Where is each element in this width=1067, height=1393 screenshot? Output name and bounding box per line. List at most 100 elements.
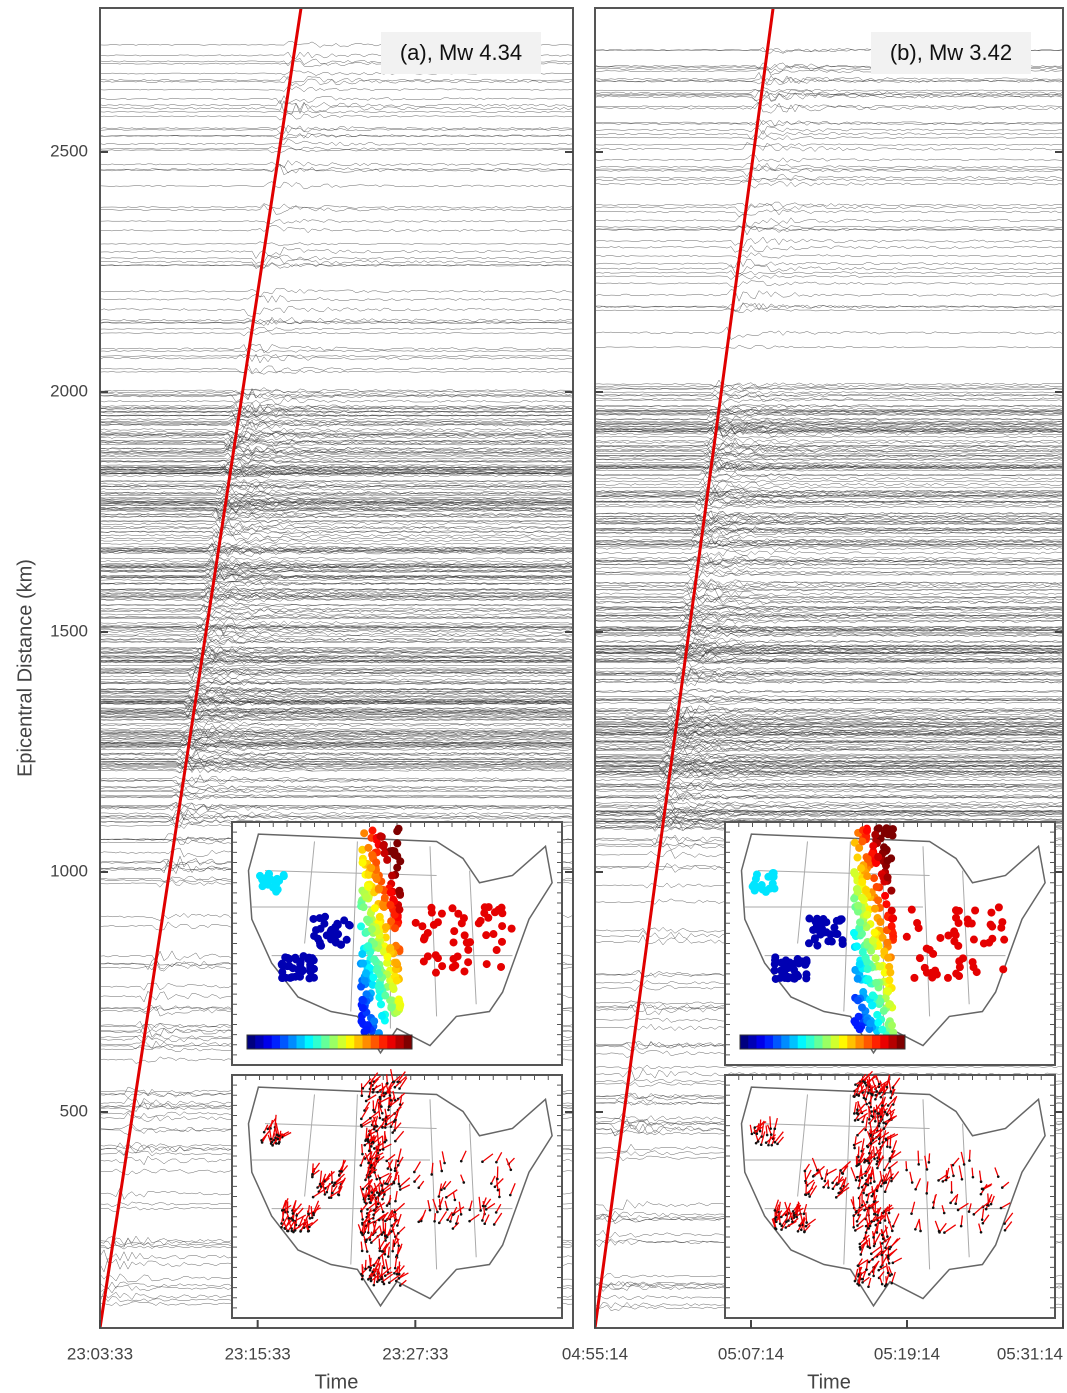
station-dot [827, 930, 835, 938]
waveform [595, 550, 1063, 558]
station-dot [885, 1122, 888, 1125]
y-tick-label: 500 [60, 1101, 88, 1120]
station-dot [883, 1169, 886, 1172]
station-dot [853, 1144, 856, 1147]
station-dot [797, 1230, 800, 1233]
colorbar-cell [814, 1035, 823, 1049]
station-dot [375, 981, 383, 989]
station-dot [446, 1219, 449, 1222]
colorbar-cell [363, 1035, 372, 1049]
station-dot [762, 888, 770, 896]
station-dot [841, 1172, 844, 1175]
station-dot [813, 942, 821, 950]
station-dot [395, 997, 403, 1005]
station-dot [773, 1127, 776, 1130]
motion-arrow [869, 1238, 870, 1248]
station-dot [919, 1230, 922, 1233]
station-dot [821, 1177, 824, 1180]
waveform [595, 166, 1063, 177]
station-dot [876, 963, 884, 971]
station-dot [373, 1284, 376, 1287]
station-dot [772, 975, 780, 983]
waveform [100, 483, 572, 491]
station-dot [890, 1090, 893, 1093]
station-dot [450, 938, 458, 946]
station-dot [396, 1254, 399, 1257]
station-dot [954, 942, 962, 950]
station-dot [878, 1092, 881, 1095]
station-dot [381, 1112, 384, 1115]
station-dot [855, 1211, 858, 1214]
motion-arrow [332, 1171, 333, 1183]
station-dot [373, 1147, 376, 1150]
station-dot [451, 962, 459, 970]
station-dot [794, 955, 802, 963]
station-dot [780, 1216, 783, 1219]
waveform [595, 434, 1063, 439]
station-dot [883, 824, 891, 832]
motion-arrow [366, 1128, 367, 1140]
station-dot [345, 921, 353, 929]
station-dot [884, 1190, 887, 1193]
station-dot [932, 1206, 935, 1209]
station-dot [361, 1278, 364, 1281]
station-dot [389, 1094, 392, 1097]
motion-arrow [890, 1135, 891, 1148]
station-dot [981, 1218, 984, 1221]
station-dot [943, 1212, 946, 1215]
station-dot [331, 1192, 334, 1195]
station-dot [390, 1125, 393, 1128]
station-dot [449, 1220, 452, 1223]
station-dot [754, 1126, 757, 1129]
station-dot [863, 911, 871, 919]
station-dot [857, 1118, 860, 1121]
station-dot [388, 872, 396, 880]
waveform [595, 498, 1063, 504]
station-dot [385, 1123, 388, 1126]
station-dot [365, 1100, 368, 1103]
station-dot [385, 1160, 388, 1163]
station-dot [452, 1227, 455, 1230]
station-dot [432, 969, 440, 977]
station-dot [388, 1202, 391, 1205]
station-dot [360, 829, 368, 837]
station-dot [493, 1223, 496, 1226]
station-dot [299, 1230, 302, 1233]
station-dot [874, 1094, 877, 1097]
station-dot [316, 1186, 319, 1189]
station-dot [791, 1221, 794, 1224]
station-dot [399, 1185, 402, 1188]
waveform [100, 111, 572, 114]
station-dot [398, 1087, 401, 1090]
station-dot [770, 873, 778, 881]
station-dot [854, 975, 862, 983]
station-dot [854, 1229, 857, 1232]
colorbar-cell [765, 1035, 774, 1049]
station-dot [884, 1111, 887, 1114]
station-dot [856, 1224, 859, 1227]
station-dot [390, 1099, 393, 1102]
station-dot [291, 1230, 294, 1233]
station-dot [870, 1177, 873, 1180]
station-dot [361, 1094, 364, 1097]
station-dot [386, 1082, 389, 1085]
station-dot [364, 844, 372, 852]
colorbar-cell [889, 1035, 898, 1049]
station-dot [362, 1087, 365, 1090]
station-dot [973, 968, 981, 976]
station-dot [433, 1220, 436, 1223]
station-dot [394, 1169, 397, 1172]
station-dot [376, 1091, 379, 1094]
station-dot [421, 933, 429, 941]
station-dot [869, 991, 877, 999]
station-dot [859, 1246, 862, 1249]
station-dot [394, 1200, 397, 1203]
station-dot [448, 904, 456, 912]
station-dot [950, 1191, 953, 1194]
station-dot [363, 1109, 366, 1112]
station-dot [854, 1280, 857, 1283]
waveform [595, 736, 1063, 740]
station-dot [997, 1175, 1000, 1178]
station-dot [960, 1225, 963, 1228]
waveform [595, 258, 1063, 267]
